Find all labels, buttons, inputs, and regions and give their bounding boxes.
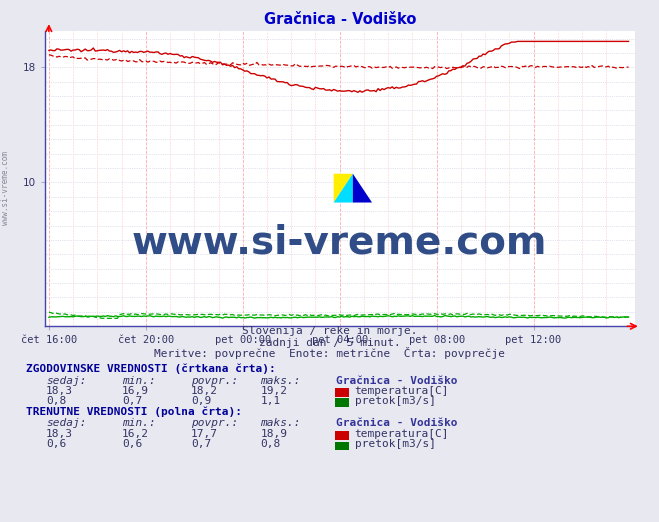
Text: temperatura[C]: temperatura[C]	[355, 386, 449, 396]
Text: Gračnica - Vodiško: Gračnica - Vodiško	[336, 376, 457, 386]
Text: min.:: min.:	[122, 376, 156, 386]
Text: povpr.:: povpr.:	[191, 376, 239, 386]
Text: min.:: min.:	[122, 418, 156, 428]
Polygon shape	[333, 174, 353, 203]
Text: 1,1: 1,1	[260, 396, 281, 406]
Text: 18,2: 18,2	[191, 386, 218, 396]
Text: 0,6: 0,6	[46, 440, 67, 449]
Text: Gračnica - Vodiško: Gračnica - Vodiško	[336, 418, 457, 428]
Text: 0,9: 0,9	[191, 396, 212, 406]
Text: 18,9: 18,9	[260, 429, 287, 439]
Text: sedaj:: sedaj:	[46, 376, 86, 386]
Text: www.si-vreme.com: www.si-vreme.com	[132, 224, 548, 262]
Text: 18,3: 18,3	[46, 429, 73, 439]
Text: 16,9: 16,9	[122, 386, 149, 396]
Text: 0,6: 0,6	[122, 440, 142, 449]
Text: 19,2: 19,2	[260, 386, 287, 396]
Polygon shape	[353, 174, 372, 203]
Text: TRENUTNE VREDNOSTI (polna črta):: TRENUTNE VREDNOSTI (polna črta):	[26, 407, 243, 417]
Title: Gračnica - Vodiško: Gračnica - Vodiško	[264, 13, 416, 27]
Text: www.si-vreme.com: www.si-vreme.com	[1, 151, 10, 225]
Text: maks.:: maks.:	[260, 418, 301, 428]
Text: 16,2: 16,2	[122, 429, 149, 439]
Text: maks.:: maks.:	[260, 376, 301, 386]
Text: zadnji dan / 5 minut.: zadnji dan / 5 minut.	[258, 338, 401, 348]
Text: Slovenija / reke in morje.: Slovenija / reke in morje.	[242, 326, 417, 336]
Text: 0,8: 0,8	[260, 440, 281, 449]
Text: 17,7: 17,7	[191, 429, 218, 439]
Text: 0,8: 0,8	[46, 396, 67, 406]
Polygon shape	[333, 174, 353, 203]
Text: sedaj:: sedaj:	[46, 418, 86, 428]
Text: ZGODOVINSKE VREDNOSTI (črtkana črta):: ZGODOVINSKE VREDNOSTI (črtkana črta):	[26, 364, 276, 374]
Text: 0,7: 0,7	[191, 440, 212, 449]
Text: pretok[m3/s]: pretok[m3/s]	[355, 396, 436, 406]
Text: 0,7: 0,7	[122, 396, 142, 406]
Text: Meritve: povprečne  Enote: metrične  Črta: povprečje: Meritve: povprečne Enote: metrične Črta:…	[154, 347, 505, 359]
Text: temperatura[C]: temperatura[C]	[355, 429, 449, 439]
Text: pretok[m3/s]: pretok[m3/s]	[355, 440, 436, 449]
Text: povpr.:: povpr.:	[191, 418, 239, 428]
Text: 18,3: 18,3	[46, 386, 73, 396]
